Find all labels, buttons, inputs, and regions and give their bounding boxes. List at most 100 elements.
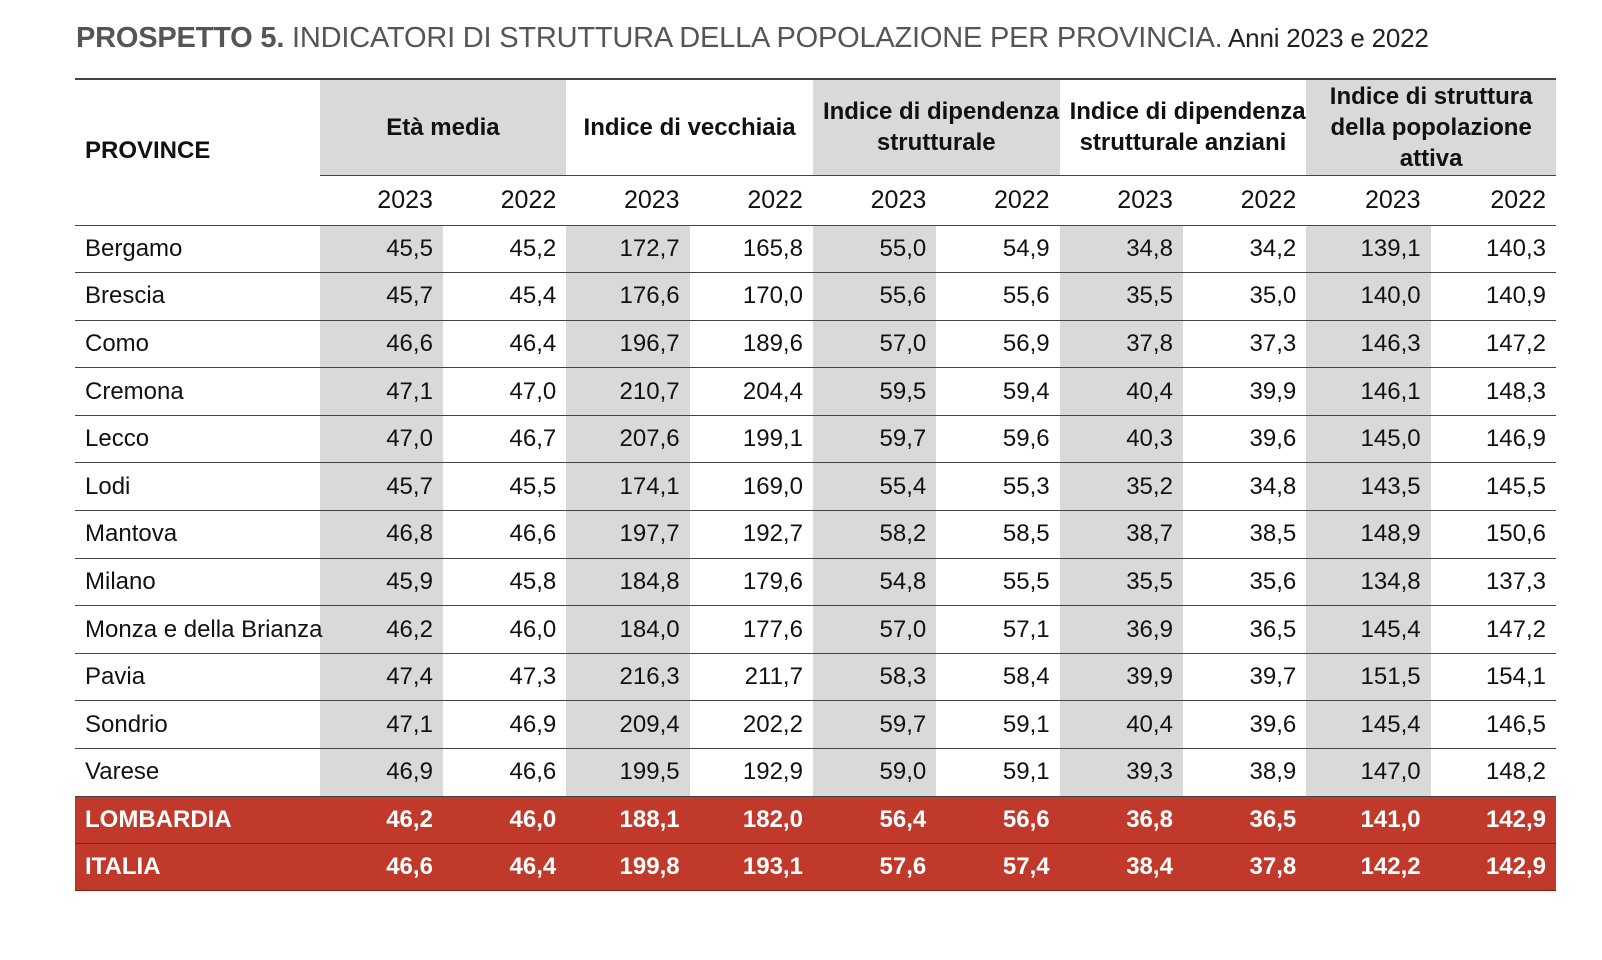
row-name: LOMBARDIA xyxy=(75,796,320,844)
value-cell: 34,8 xyxy=(1182,462,1307,512)
table-row: Cremona 47,1 47,0 210,7 204,4 59,5 59,4 40,4 39,… xyxy=(75,367,1556,416)
value-cell: 46,2 xyxy=(319,605,443,654)
value-cell: 58,5 xyxy=(936,510,1060,559)
value-cell: 37,8 xyxy=(1059,320,1183,369)
table-row: Bergamo 45,5 45,2 172,7 165,8 55,0 54,9 34,8 34,… xyxy=(75,225,1556,274)
value-cell: 137,3 xyxy=(1430,558,1556,607)
value-cell: 37,8 xyxy=(1182,843,1307,891)
row-name: Mantova xyxy=(75,510,320,559)
year-header-cell: 2022 xyxy=(1430,174,1556,226)
value-cell: 57,1 xyxy=(936,605,1060,654)
value-cell: 45,2 xyxy=(442,225,567,274)
value-cell: 59,1 xyxy=(936,748,1060,797)
value-cell: 142,9 xyxy=(1430,796,1556,844)
value-cell: 59,6 xyxy=(936,415,1060,464)
table-row: Mantova 46,8 46,6 197,7 192,7 58,2 58,5 38,7 38,… xyxy=(75,510,1556,559)
value-cell: 146,1 xyxy=(1306,367,1431,416)
group-header-vecchiaia: Indice di vecchiaia xyxy=(583,113,796,141)
title-years: Anni 2023 e 2022 xyxy=(1222,23,1429,53)
value-cell: 165,8 xyxy=(689,225,813,274)
value-cell: 57,4 xyxy=(936,843,1060,891)
value-cell: 47,4 xyxy=(319,653,443,702)
value-cell: 35,0 xyxy=(1182,272,1307,321)
value-cell: 54,8 xyxy=(812,558,937,607)
value-cell: 142,2 xyxy=(1306,843,1431,891)
value-cell: 39,3 xyxy=(1059,748,1183,797)
value-cell: 54,9 xyxy=(936,225,1060,274)
value-cell: 45,5 xyxy=(442,462,567,512)
value-cell: 177,6 xyxy=(689,605,813,654)
value-cell: 58,2 xyxy=(812,510,937,559)
value-cell: 57,6 xyxy=(812,843,937,891)
value-cell: 141,0 xyxy=(1306,796,1431,844)
table-row: Milano 45,9 45,8 184,8 179,6 54,8 55,5 35,5 35,6… xyxy=(75,558,1556,607)
value-cell: 55,6 xyxy=(936,272,1060,321)
value-cell: 39,7 xyxy=(1182,653,1307,702)
year-header-cell: 2023 xyxy=(812,174,937,226)
group-header-popolazione-attiva: Indice di struttura della popolazione atti… xyxy=(1306,79,1556,175)
value-cell: 46,4 xyxy=(442,843,567,891)
value-cell: 188,1 xyxy=(566,796,690,844)
value-cell: 199,5 xyxy=(566,748,690,797)
value-cell: 189,6 xyxy=(689,320,813,369)
value-cell: 169,0 xyxy=(689,462,813,512)
table-row: Varese 46,9 46,6 199,5 192,9 59,0 59,1 39,3 38,9… xyxy=(75,748,1556,797)
value-cell: 46,9 xyxy=(442,700,567,750)
province-header: PROVINCE xyxy=(85,137,211,164)
value-cell: 34,8 xyxy=(1059,225,1183,274)
value-cell: 55,4 xyxy=(812,462,937,512)
row-name: Varese xyxy=(75,748,320,797)
value-cell: 192,7 xyxy=(689,510,813,559)
title-main: INDICATORI DI STRUTTURA DELLA POPOLAZION… xyxy=(284,22,1223,54)
value-cell: 46,6 xyxy=(442,510,567,559)
value-cell: 145,0 xyxy=(1306,415,1431,464)
value-cell: 46,7 xyxy=(442,415,567,464)
value-cell: 59,4 xyxy=(936,367,1060,416)
value-cell: 45,9 xyxy=(319,558,443,607)
value-cell: 38,9 xyxy=(1182,748,1307,797)
value-cell: 36,5 xyxy=(1182,796,1307,844)
row-name: Pavia xyxy=(75,653,320,702)
value-cell: 150,6 xyxy=(1430,510,1556,559)
value-cell: 148,2 xyxy=(1430,748,1556,797)
year-header-cell: 2022 xyxy=(689,174,813,226)
value-cell: 202,2 xyxy=(689,700,813,750)
value-cell: 207,6 xyxy=(566,415,690,464)
row-name: Milano xyxy=(75,558,320,607)
row-name: Brescia xyxy=(75,272,320,321)
value-cell: 216,3 xyxy=(566,653,690,702)
value-cell: 39,9 xyxy=(1182,367,1307,416)
value-cell: 174,1 xyxy=(566,462,690,512)
value-cell: 147,0 xyxy=(1306,748,1431,797)
value-cell: 46,8 xyxy=(319,510,443,559)
value-cell: 210,7 xyxy=(566,367,690,416)
year-header-cell: 2022 xyxy=(936,174,1060,226)
group-header-eta-media: Età media xyxy=(319,79,567,175)
table-row: Pavia 47,4 47,3 216,3 211,7 58,3 58,4 39,9 39,7 1… xyxy=(75,653,1556,702)
total-row: ITALIA 46,6 46,4 199,8 193,1 57,6 57,4 38,4 37,8… xyxy=(75,843,1556,891)
value-cell: 154,1 xyxy=(1430,653,1556,702)
header-row: PROVINCE Età media Indice di vecchiaia I… xyxy=(75,79,1556,175)
row-name: ITALIA xyxy=(75,843,320,891)
value-cell: 46,0 xyxy=(442,796,567,844)
value-cell: 34,2 xyxy=(1182,225,1307,274)
value-cell: 145,4 xyxy=(1306,605,1431,654)
value-cell: 46,0 xyxy=(442,605,567,654)
value-cell: 57,0 xyxy=(812,320,937,369)
value-cell: 170,0 xyxy=(689,272,813,321)
year-header-cell: 2022 xyxy=(442,174,567,226)
value-cell: 196,7 xyxy=(566,320,690,369)
value-cell: 58,3 xyxy=(812,653,937,702)
value-cell: 40,4 xyxy=(1059,700,1183,750)
value-cell: 146,9 xyxy=(1430,415,1556,464)
value-cell: 199,8 xyxy=(566,843,690,891)
value-cell: 134,8 xyxy=(1306,558,1431,607)
value-cell: 179,6 xyxy=(689,558,813,607)
value-cell: 182,0 xyxy=(689,796,813,844)
value-cell: 46,2 xyxy=(319,796,443,844)
value-cell: 57,0 xyxy=(812,605,937,654)
table-title: PROSPETTO 5. INDICATORI DI STRUTTURA DEL… xyxy=(76,22,1429,55)
table-row: Sondrio 47,1 46,9 209,4 202,2 59,7 59,1 40,4 39,… xyxy=(75,700,1556,750)
value-cell: 148,3 xyxy=(1430,367,1556,416)
